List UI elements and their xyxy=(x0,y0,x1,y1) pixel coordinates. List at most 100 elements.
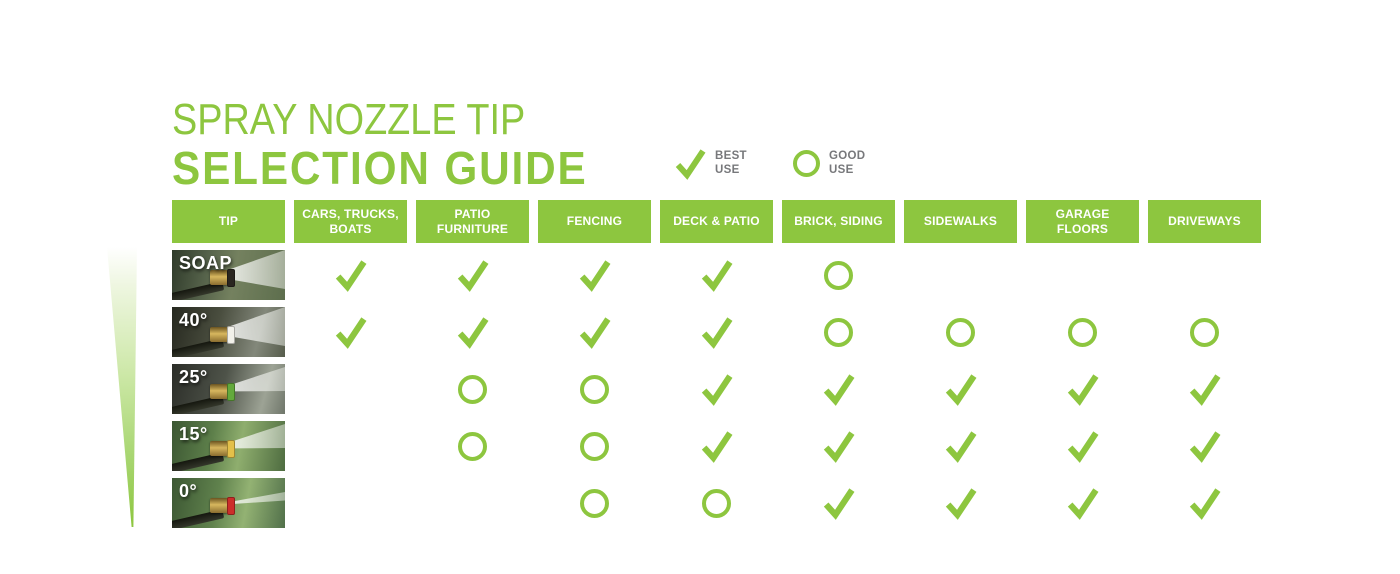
best-use-mark xyxy=(538,307,651,357)
nozzle-photo: 0° xyxy=(172,478,285,528)
tip-color-band xyxy=(227,382,236,401)
check-icon xyxy=(1067,431,1099,463)
column-header: FENCING xyxy=(538,200,651,243)
best-use-mark xyxy=(416,250,529,300)
empty-cell xyxy=(294,478,407,528)
circle-icon xyxy=(580,374,609,404)
best-use-mark xyxy=(660,307,773,357)
best-use-mark xyxy=(294,307,407,357)
circle-icon xyxy=(793,150,820,177)
circle-icon xyxy=(458,374,487,404)
check-icon xyxy=(701,260,733,292)
empty-cell xyxy=(416,478,529,528)
circle-icon xyxy=(458,431,487,461)
circle-icon xyxy=(580,488,609,518)
tip-label: SOAP xyxy=(179,253,233,273)
check-icon xyxy=(701,374,733,406)
spray-fan-graphic xyxy=(107,247,137,527)
legend: BEST USE GOOD USE xyxy=(674,147,865,180)
empty-cell xyxy=(294,421,407,471)
best-use-mark xyxy=(660,250,773,300)
column-header: CARS, TRUCKS, BOATS xyxy=(294,200,407,243)
column-header: DECK & PATIO xyxy=(660,200,773,243)
column-header: TIP xyxy=(172,200,285,243)
nozzle-tip-graphic xyxy=(210,270,229,285)
nozzle-photo: 15° xyxy=(172,421,285,471)
check-icon xyxy=(945,374,977,406)
check-icon xyxy=(335,260,367,292)
check-icon xyxy=(579,260,611,292)
empty-cell xyxy=(904,250,1017,300)
check-icon xyxy=(457,317,489,349)
nozzle-tip-graphic xyxy=(210,441,229,456)
empty-cell xyxy=(1026,250,1139,300)
best-use-mark xyxy=(904,421,1017,471)
best-use-mark xyxy=(1148,478,1261,528)
tip-label: 40° xyxy=(179,310,208,330)
circle-icon xyxy=(824,317,853,347)
check-icon xyxy=(1067,488,1099,520)
check-icon xyxy=(457,260,489,292)
check-icon xyxy=(701,317,733,349)
best-use-mark xyxy=(294,250,407,300)
check-icon xyxy=(335,317,367,349)
best-use-mark xyxy=(782,421,895,471)
column-header: PATIO FURNITURE xyxy=(416,200,529,243)
check-icon xyxy=(675,149,706,180)
best-use-mark xyxy=(1026,421,1139,471)
empty-cell xyxy=(294,364,407,414)
best-use-mark xyxy=(1148,364,1261,414)
circle-icon xyxy=(946,317,975,347)
good-use-mark xyxy=(538,364,651,414)
nozzle-tip-graphic xyxy=(210,498,229,513)
good-use-mark xyxy=(538,478,651,528)
column-header: BRICK, SIDING xyxy=(782,200,895,243)
tip-label: 25° xyxy=(179,367,208,387)
nozzle-photo: 40° xyxy=(172,307,285,357)
best-use-mark xyxy=(904,478,1017,528)
best-use-mark xyxy=(904,364,1017,414)
best-use-mark xyxy=(660,364,773,414)
circle-icon xyxy=(702,488,731,518)
column-header: SIDEWALKS xyxy=(904,200,1017,243)
check-icon xyxy=(701,431,733,463)
circle-icon xyxy=(580,431,609,461)
title-block: SPRAY NOZZLE TIP SELECTION GUIDE xyxy=(172,95,624,192)
tip-color-band xyxy=(227,439,236,458)
tip-label: 15° xyxy=(179,424,208,444)
good-use-mark xyxy=(416,364,529,414)
best-use-mark xyxy=(782,364,895,414)
good-use-mark xyxy=(660,478,773,528)
good-use-mark xyxy=(416,421,529,471)
best-use-mark xyxy=(1026,478,1139,528)
check-icon xyxy=(1189,431,1221,463)
check-icon xyxy=(823,374,855,406)
check-icon xyxy=(823,431,855,463)
nozzle-photo: 25° xyxy=(172,364,285,414)
table-header-row: TIP CARS, TRUCKS, BOATS PATIO FURNITURE FEN… xyxy=(172,200,1261,243)
legend-good-label: GOOD USE xyxy=(829,150,866,176)
tip-label: 0° xyxy=(179,481,198,501)
best-use-mark xyxy=(660,421,773,471)
page-title: SPRAY NOZZLE TIP xyxy=(172,95,526,144)
best-use-mark xyxy=(782,478,895,528)
empty-cell xyxy=(1148,250,1261,300)
check-icon xyxy=(579,317,611,349)
good-use-mark xyxy=(782,250,895,300)
check-icon xyxy=(1067,374,1099,406)
good-use-mark xyxy=(538,421,651,471)
best-use-mark xyxy=(1026,364,1139,414)
nozzle-photo: SOAP xyxy=(172,250,285,300)
check-icon xyxy=(945,431,977,463)
check-icon xyxy=(1189,488,1221,520)
good-use-mark xyxy=(1026,307,1139,357)
check-icon xyxy=(823,488,855,520)
good-use-mark xyxy=(904,307,1017,357)
tip-color-band xyxy=(227,268,236,287)
legend-best-use: BEST USE xyxy=(674,147,751,180)
check-icon xyxy=(945,488,977,520)
tip-color-band xyxy=(227,496,236,515)
check-icon xyxy=(1189,374,1221,406)
good-use-mark xyxy=(1148,307,1261,357)
